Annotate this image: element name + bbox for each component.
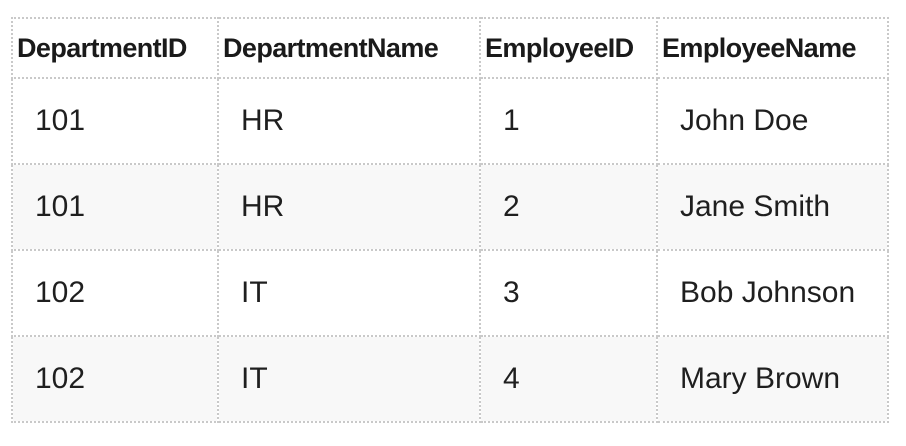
cell-employee-id: 1 <box>479 77 658 165</box>
cell-department-id: 101 <box>11 163 219 251</box>
table-row: 101 HR 1 John Doe <box>11 77 889 165</box>
table-row: 101 HR 2 Jane Smith <box>11 163 889 251</box>
column-header-department-name: DepartmentName <box>217 17 481 79</box>
table-header: DepartmentID DepartmentName EmployeeID E… <box>11 17 889 79</box>
table-body: 101 HR 1 John Doe 101 HR 2 Jane Smith 10… <box>11 77 889 423</box>
cell-department-name: HR <box>217 77 481 165</box>
cell-employee-id: 3 <box>479 249 658 337</box>
cell-employee-name: John Doe <box>656 77 889 165</box>
cell-employee-id: 4 <box>479 335 658 423</box>
column-header-department-id: DepartmentID <box>11 17 219 79</box>
cell-department-id: 101 <box>11 77 219 165</box>
cell-employee-id: 2 <box>479 163 658 251</box>
table-row: 102 IT 4 Mary Brown <box>11 335 889 423</box>
cell-department-id: 102 <box>11 249 219 337</box>
cell-department-name: IT <box>217 335 481 423</box>
cell-employee-name: Jane Smith <box>656 163 889 251</box>
column-header-employee-name: EmployeeName <box>656 17 889 79</box>
cell-department-name: HR <box>217 163 481 251</box>
cell-department-name: IT <box>217 249 481 337</box>
cell-employee-name: Mary Brown <box>656 335 889 423</box>
cell-employee-name: Bob Johnson <box>656 249 889 337</box>
employee-department-table: DepartmentID DepartmentName EmployeeID E… <box>11 17 889 423</box>
header-row: DepartmentID DepartmentName EmployeeID E… <box>11 17 889 79</box>
cell-department-id: 102 <box>11 335 219 423</box>
table-row: 102 IT 3 Bob Johnson <box>11 249 889 337</box>
column-header-employee-id: EmployeeID <box>479 17 658 79</box>
table-container: DepartmentID DepartmentName EmployeeID E… <box>11 17 889 423</box>
